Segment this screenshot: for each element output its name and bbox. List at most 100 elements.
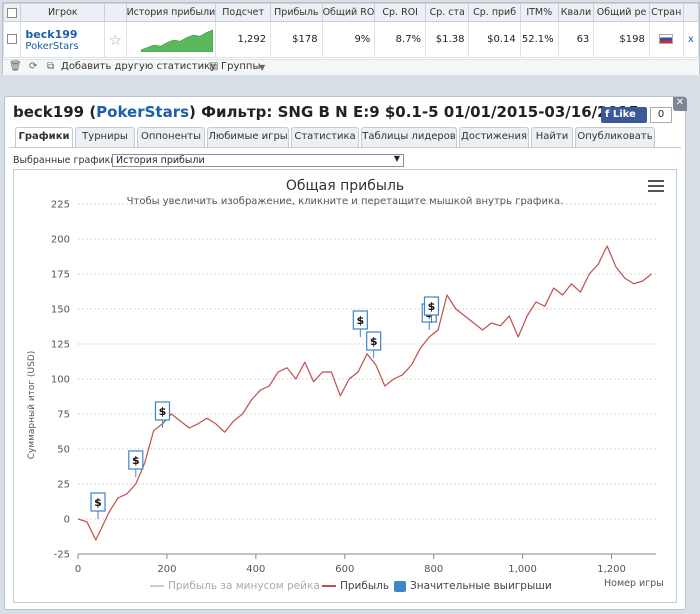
country-cell xyxy=(648,21,684,58)
chevron-down-icon[interactable]: ▼ xyxy=(393,154,401,163)
select-all-checkbox[interactable] xyxy=(7,7,18,18)
star-icon[interactable]: ☆ xyxy=(108,30,123,49)
row-checkbox[interactable] xyxy=(7,34,18,44)
column-header[interactable]: ITM% xyxy=(519,3,559,22)
y-tick-label: 225 xyxy=(51,200,70,211)
marker-label: $ xyxy=(159,405,167,418)
chart-canvas[interactable]: -25 0 25 50 75 100 125 150 175 200 225 0 200 400 600 80… xyxy=(14,170,676,602)
column-header[interactable]: Прибыль xyxy=(270,3,323,22)
favorite-cell: ☆ xyxy=(104,21,127,58)
player-site-link[interactable]: PokerStars xyxy=(25,40,79,52)
y-axis-label: Суммарный итог (USD) xyxy=(27,350,37,460)
marker-flag xyxy=(128,450,144,470)
legend-item[interactable]: Прибыль xyxy=(322,580,389,592)
column-header[interactable]: Стран xyxy=(648,3,684,22)
table-row: beck199 PokerStars ☆ 1,292 $178 9% 8.7% … xyxy=(2,21,700,58)
chart-legend: Прибыль за минусом рейка Прибыль Значите… xyxy=(14,580,676,594)
total-roi-cell: 9% xyxy=(321,21,376,58)
player-stats-table: Игрок История прибыли Подсчет Прибыль Об… xyxy=(2,3,700,58)
legend-swatch xyxy=(322,585,336,587)
marker-label: $ xyxy=(132,454,140,467)
tab-search[interactable]: Найти xyxy=(531,127,573,147)
x-tick-label: 400 xyxy=(246,564,265,575)
profit-cell: $178 xyxy=(270,21,323,58)
row-checkbox-cell[interactable] xyxy=(2,21,22,58)
player-report-panel: beck199 (PokerStars) Фильтр: SNG B N E:9… xyxy=(4,96,687,610)
itm-cell: 52.1% xyxy=(519,21,559,58)
count-cell: 1,292 xyxy=(215,21,272,58)
legend-label: Прибыль xyxy=(340,580,390,592)
marker-label: $ xyxy=(357,314,365,327)
column-header[interactable]: Ср. ROI xyxy=(374,3,427,22)
profit-chart[interactable]: -25 0 25 50 75 100 125 150 175 200 225 0 200 400 600 80… xyxy=(13,169,677,603)
x-axis-label: Номер игры xyxy=(604,578,664,589)
avg-stake-cell: $1.38 xyxy=(425,21,470,58)
marker-label: $ xyxy=(428,300,436,313)
russia-flag-icon xyxy=(659,34,674,44)
player-stats-panel: Игрок История прибыли Подсчет Прибыль Об… xyxy=(2,2,700,75)
tab-tournaments[interactable]: Турниры xyxy=(75,127,135,147)
remove-row-link[interactable]: x xyxy=(682,21,700,58)
tab-charts[interactable]: Графики xyxy=(15,127,73,148)
chart-subtitle: Чтобы увеличить изображение, кликните и … xyxy=(126,196,564,207)
avg-roi-cell: 8.7% xyxy=(374,21,427,58)
column-header[interactable]: Квали xyxy=(557,3,595,22)
refresh-icon[interactable]: ⟳ xyxy=(29,61,38,72)
select-all-checkbox-cell[interactable] xyxy=(2,3,22,22)
groups-menu-button[interactable]: Группы xyxy=(221,61,261,72)
significant-win-marker: $ xyxy=(154,401,171,428)
title-site-link[interactable]: PokerStars xyxy=(96,103,190,121)
profit-series-line xyxy=(77,245,652,541)
legend-item[interactable]: Прибыль за минусом рейка xyxy=(150,580,320,592)
marker-flag xyxy=(423,296,440,316)
stats-toolbar: 🗑 ⟳ ⧉ Добавить другую статистику ▤ Групп… xyxy=(3,59,699,75)
legend-label: Прибыль за минусом рейка xyxy=(168,580,320,592)
y-tick-label: 150 xyxy=(51,305,70,316)
trash-icon[interactable]: 🗑 xyxy=(9,61,22,72)
tab-statistics[interactable]: Статистика xyxy=(291,127,359,147)
chart-menu-icon[interactable] xyxy=(648,180,664,192)
chart-select[interactable]: История прибыли ▼ xyxy=(112,154,404,167)
marker-flag xyxy=(154,401,171,421)
legend-item[interactable]: Значительные выигрыши xyxy=(394,580,552,592)
column-header[interactable]: Игрок xyxy=(20,3,106,22)
profit-sparkline xyxy=(140,29,214,53)
facebook-icon: f xyxy=(605,109,613,120)
y-tick-label: 0 xyxy=(64,515,70,526)
marker-label: $ xyxy=(94,496,102,509)
x-tick-label: 1,000 xyxy=(508,564,537,575)
tab-divider xyxy=(9,147,681,148)
x-tick-label: 800 xyxy=(424,564,443,575)
column-header[interactable]: Общий ре xyxy=(593,3,650,22)
significant-win-marker: $ xyxy=(366,331,382,358)
close-icon[interactable]: ✕ xyxy=(673,97,687,111)
column-header[interactable]: Подсчет xyxy=(215,3,272,22)
x-tick-label: 0 xyxy=(75,564,81,575)
column-header[interactable]: История прибыли xyxy=(125,3,217,22)
groups-icon: ▤ xyxy=(209,61,219,72)
player-name-link[interactable]: beck199 xyxy=(25,27,78,41)
tab-publish[interactable]: Опубликовать xyxy=(575,127,655,147)
add-stats-button[interactable]: Добавить другую статистику xyxy=(61,61,217,72)
marker-flag xyxy=(352,310,368,330)
tab-opponents[interactable]: Оппоненты xyxy=(137,127,205,147)
facebook-like-count: 0 xyxy=(650,107,672,123)
column-header[interactable]: Общий RO xyxy=(321,3,376,22)
tab-leaderboards[interactable]: Таблицы лидеров xyxy=(361,127,457,147)
chart-title: Общая прибыль xyxy=(285,178,405,194)
x-tick-label: 1,200 xyxy=(597,564,626,575)
tab-favorite-games[interactable]: Любимые игры xyxy=(207,127,289,147)
y-tick-label: 200 xyxy=(51,235,70,246)
facebook-like-button[interactable]: f Like xyxy=(601,107,647,123)
y-tick-label: 100 xyxy=(51,375,70,386)
sparkline-area xyxy=(140,29,214,53)
chevron-down-icon[interactable]: ▼ xyxy=(259,63,266,72)
tab-achievements[interactable]: Достижения xyxy=(459,127,529,147)
x-tick-label: 200 xyxy=(157,564,176,575)
copy-icon[interactable]: ⧉ xyxy=(47,61,55,72)
column-header[interactable]: Ср. приб xyxy=(468,3,521,22)
column-header[interactable]: Ср. ста xyxy=(425,3,470,22)
avg-profit-cell: $0.14 xyxy=(468,21,521,58)
column-header xyxy=(104,3,127,22)
